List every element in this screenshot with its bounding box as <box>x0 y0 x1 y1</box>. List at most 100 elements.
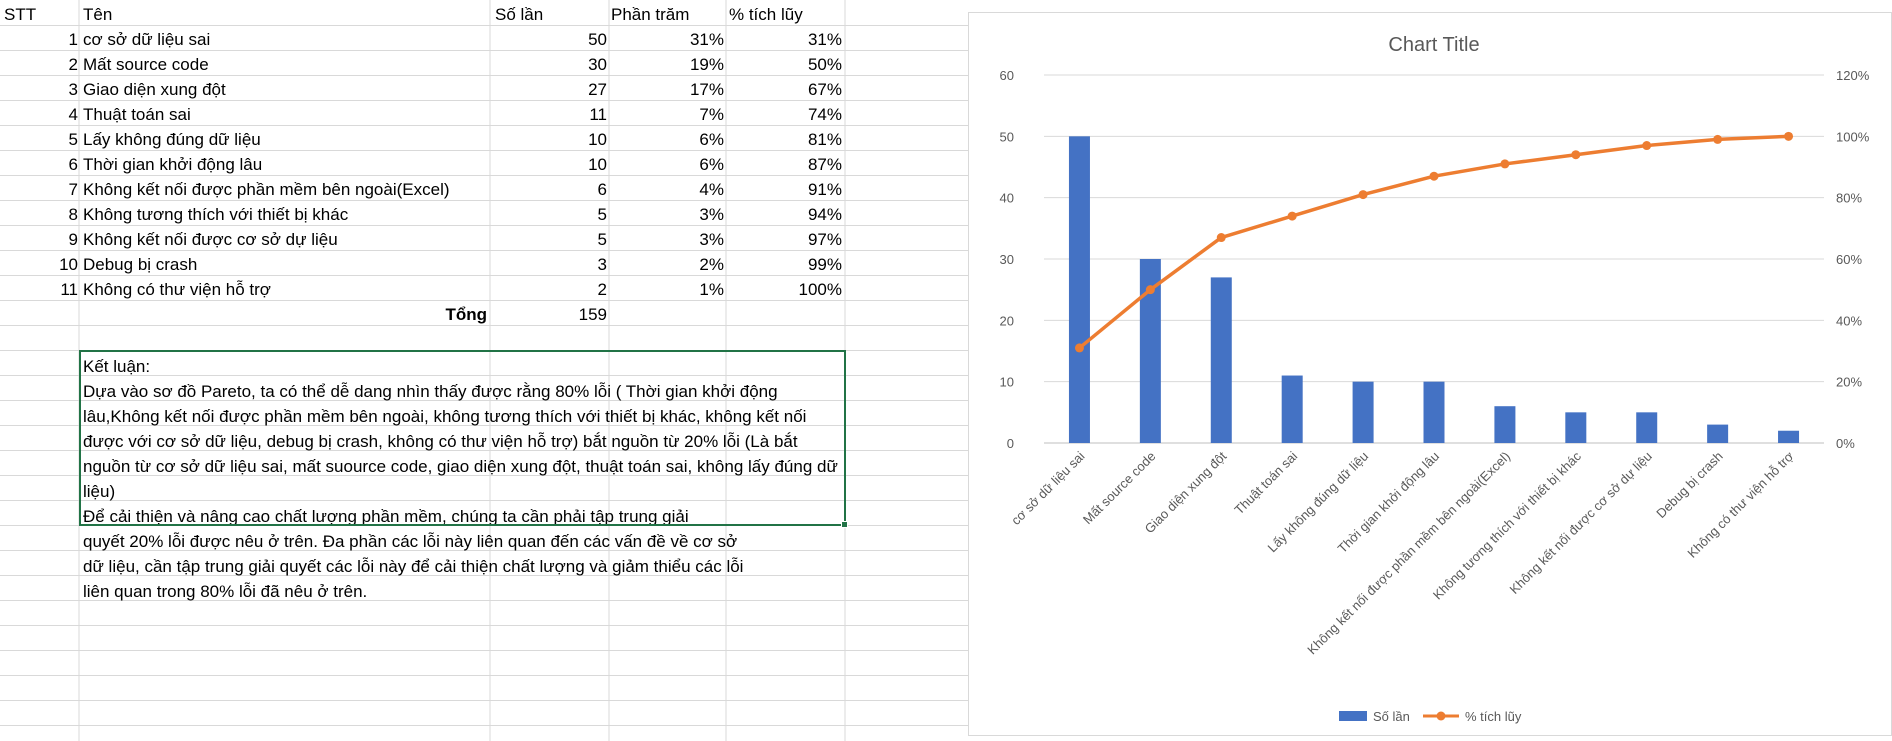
cell-name[interactable]: Giao diện xung đột <box>83 77 483 102</box>
cell-percent[interactable]: 7% <box>611 102 724 127</box>
line-marker <box>1359 190 1368 199</box>
cell-cumulative[interactable]: 91% <box>729 177 842 202</box>
total-label[interactable]: Tổng <box>300 302 487 327</box>
cell-name[interactable]: Debug bị crash <box>83 252 483 277</box>
legend-label-cumulative: % tích lũy <box>1465 709 1522 724</box>
cell-count[interactable]: 50 <box>492 27 607 52</box>
y-left-tick-label: 10 <box>1000 375 1014 390</box>
cell-stt[interactable]: 10 <box>0 252 78 277</box>
cell-percent[interactable]: 1% <box>611 277 724 302</box>
cell-stt[interactable]: 5 <box>0 127 78 152</box>
header-stt[interactable]: STT <box>4 2 74 27</box>
cell-percent[interactable]: 4% <box>611 177 724 202</box>
cell-stt[interactable]: 8 <box>0 202 78 227</box>
x-category-label: Không kết nối được cơ sở dự liệu <box>1507 449 1655 597</box>
cell-count[interactable]: 10 <box>492 152 607 177</box>
x-category-label: Không tương thích với thiết bị khác <box>1430 448 1584 602</box>
bar <box>1565 412 1586 443</box>
header-cumulative[interactable]: % tích lũy <box>729 2 839 27</box>
bar <box>1211 277 1232 443</box>
line-marker <box>1075 343 1084 352</box>
line-marker <box>1784 132 1793 141</box>
conclusion-text[interactable]: Kết luận: Dựa vào sơ đồ Pareto, ta có thể… <box>83 354 838 604</box>
bar <box>1282 376 1303 443</box>
cell-count[interactable]: 11 <box>492 102 607 127</box>
line-marker <box>1288 212 1297 221</box>
cell-percent[interactable]: 6% <box>611 152 724 177</box>
total-value[interactable]: 159 <box>492 302 607 327</box>
cell-stt[interactable]: 6 <box>0 152 78 177</box>
legend-label-count: Số lần <box>1373 709 1410 724</box>
cell-stt[interactable]: 11 <box>0 277 78 302</box>
cell-cumulative[interactable]: 100% <box>729 277 842 302</box>
cell-cumulative[interactable]: 67% <box>729 77 842 102</box>
y-left-tick-label: 60 <box>1000 68 1014 83</box>
bar <box>1424 382 1445 443</box>
chart-canvas: Chart Title 0 10 20 30 40 50 60 0% 20% 40% 60% 80% 10… <box>969 13 1892 737</box>
cell-percent[interactable]: 3% <box>611 227 724 252</box>
y-left-tick-label: 30 <box>1000 252 1014 267</box>
line-marker <box>1642 141 1651 150</box>
y-right-tick-label: 40% <box>1836 313 1862 328</box>
conclusion-line: được với cơ sở dữ liệu, debug bị crash, … <box>83 429 838 454</box>
cell-cumulative[interactable]: 99% <box>729 252 842 277</box>
y-right-tick-label: 120% <box>1836 68 1870 83</box>
y-right-tick-label: 0% <box>1836 436 1855 451</box>
cell-stt[interactable]: 3 <box>0 77 78 102</box>
cell-count[interactable]: 30 <box>492 52 607 77</box>
cell-name[interactable]: Không kết nối được cơ sở dự liệu <box>83 227 483 252</box>
cell-percent[interactable]: 19% <box>611 52 724 77</box>
header-percent[interactable]: Phần trăm <box>611 2 721 27</box>
cell-name[interactable]: Thuật toán sai <box>83 102 483 127</box>
conclusion-line: dữ liệu, cần tập trung giải quyết các lỗ… <box>83 554 838 579</box>
conclusion-line: lâu,Không kết nối được phần mềm bên ngoà… <box>83 404 838 429</box>
conclusion-line: liệu) <box>83 479 838 504</box>
legend-marker <box>1437 712 1446 721</box>
cell-name[interactable]: Không kết nối được phần mềm bên ngoài(Ex… <box>83 177 483 202</box>
cell-count[interactable]: 6 <box>492 177 607 202</box>
cell-percent[interactable]: 2% <box>611 252 724 277</box>
cell-stt[interactable]: 1 <box>0 27 78 52</box>
conclusion-line: Dựa vào sơ đồ Pareto, ta có thể dễ dang … <box>83 379 838 404</box>
cell-count[interactable]: 10 <box>492 127 607 152</box>
cell-cumulative[interactable]: 74% <box>729 102 842 127</box>
x-category-label: Mất source code <box>1080 449 1159 528</box>
cell-count[interactable]: 3 <box>492 252 607 277</box>
cell-count[interactable]: 5 <box>492 202 607 227</box>
cell-percent[interactable]: 17% <box>611 77 724 102</box>
cell-name[interactable]: cơ sở dữ liệu sai <box>83 27 483 52</box>
pareto-chart[interactable]: Chart Title 0 10 20 30 40 50 60 0% 20% 40% 60% 80% 10… <box>968 12 1892 736</box>
line-marker <box>1217 233 1226 242</box>
cell-cumulative[interactable]: 31% <box>729 27 842 52</box>
cell-cumulative[interactable]: 81% <box>729 127 842 152</box>
cell-name[interactable]: Thời gian khởi động lâu <box>83 152 483 177</box>
fill-handle[interactable] <box>841 521 848 528</box>
cell-count[interactable]: 27 <box>492 77 607 102</box>
cell-count[interactable]: 5 <box>492 227 607 252</box>
cell-name[interactable]: Không tương thích với thiết bị khác <box>83 202 483 227</box>
cell-name[interactable]: Lấy không đúng dữ liệu <box>83 127 483 152</box>
cell-percent[interactable]: 6% <box>611 127 724 152</box>
header-count[interactable]: Số lần <box>495 2 605 27</box>
cell-stt[interactable]: 9 <box>0 227 78 252</box>
cell-name[interactable]: Mất source code <box>83 52 483 77</box>
bar <box>1778 431 1799 443</box>
cell-cumulative[interactable]: 94% <box>729 202 842 227</box>
cell-count[interactable]: 2 <box>492 277 607 302</box>
y-right-tick-label: 60% <box>1836 252 1862 267</box>
y-right-tick-label: 80% <box>1836 191 1862 206</box>
cell-stt[interactable]: 2 <box>0 52 78 77</box>
chart-title: Chart Title <box>1388 34 1479 56</box>
cell-stt[interactable]: 7 <box>0 177 78 202</box>
cell-percent[interactable]: 3% <box>611 202 724 227</box>
cell-percent[interactable]: 31% <box>611 27 724 52</box>
legend-swatch-bar <box>1339 711 1367 721</box>
cell-cumulative[interactable]: 50% <box>729 52 842 77</box>
cell-name[interactable]: Không có thư viện hỗ trợ <box>83 277 483 302</box>
conclusion-line: Kết luận: <box>83 354 838 379</box>
cell-cumulative[interactable]: 87% <box>729 152 842 177</box>
bar <box>1494 406 1515 443</box>
cell-stt[interactable]: 4 <box>0 102 78 127</box>
cell-cumulative[interactable]: 97% <box>729 227 842 252</box>
header-name[interactable]: Tên <box>83 2 483 27</box>
